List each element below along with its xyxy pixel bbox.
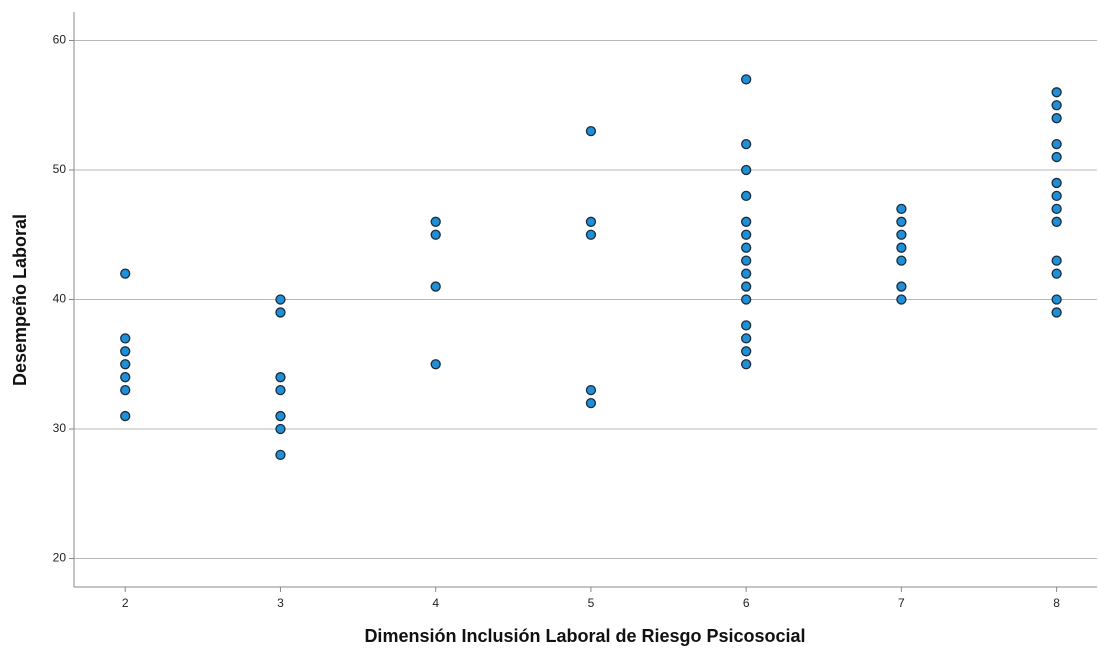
point	[896, 216, 907, 227]
point	[120, 268, 131, 279]
point	[741, 164, 752, 176]
point	[430, 229, 441, 240]
point	[585, 385, 597, 396]
point	[120, 346, 131, 357]
point	[430, 359, 441, 370]
point	[120, 372, 131, 383]
x-tick-label: 3	[277, 596, 284, 610]
point	[120, 359, 131, 370]
point	[1051, 307, 1062, 318]
point	[275, 372, 286, 383]
point	[430, 216, 441, 227]
point	[275, 423, 286, 435]
point	[1051, 87, 1062, 98]
point	[741, 255, 752, 266]
point	[585, 125, 597, 137]
x-axis-title: Dimensión Inclusión Laboral de Riesgo Ps…	[364, 626, 805, 646]
point	[585, 397, 597, 409]
point	[741, 229, 752, 240]
point	[1051, 216, 1062, 227]
point	[120, 333, 131, 344]
point	[896, 242, 907, 253]
point	[1051, 255, 1062, 266]
y-tick-label: 60	[53, 33, 67, 47]
y-tick-label: 30	[53, 421, 67, 435]
y-tick-label: 20	[53, 551, 67, 565]
point	[1051, 294, 1062, 305]
point	[1051, 138, 1062, 150]
point	[741, 333, 752, 344]
y-tick-label: 50	[53, 162, 67, 176]
x-tick-label: 5	[588, 596, 595, 610]
point	[275, 449, 286, 461]
point	[741, 294, 752, 305]
point	[1051, 100, 1062, 111]
point	[741, 346, 752, 357]
point	[1051, 190, 1062, 202]
point	[741, 138, 752, 150]
point	[896, 281, 907, 292]
point	[896, 203, 907, 214]
point	[1051, 151, 1062, 163]
point	[1051, 203, 1062, 214]
point	[741, 190, 752, 202]
x-tick-label: 8	[1053, 596, 1060, 610]
point	[120, 385, 131, 396]
point	[585, 229, 597, 240]
point	[1051, 177, 1062, 189]
point	[896, 255, 907, 266]
point	[741, 320, 752, 331]
x-tick-label: 2	[122, 596, 129, 610]
point	[1051, 113, 1062, 124]
x-tick-label: 7	[898, 596, 905, 610]
point	[275, 307, 286, 318]
point	[896, 294, 907, 305]
y-tick-label: 40	[53, 292, 67, 306]
point	[896, 229, 907, 240]
point	[275, 294, 286, 305]
point	[275, 385, 286, 396]
point	[741, 74, 752, 85]
point	[585, 216, 597, 227]
point	[741, 216, 752, 227]
point	[741, 359, 752, 370]
x-tick-label: 6	[743, 596, 750, 610]
x-tick-label: 4	[432, 596, 439, 610]
point	[741, 242, 752, 253]
point	[741, 268, 752, 279]
point	[1051, 268, 1062, 279]
point	[430, 281, 441, 292]
point	[120, 410, 131, 422]
point	[275, 410, 286, 422]
point	[741, 281, 752, 292]
y-axis-title: Desempeño Laboral	[10, 214, 30, 386]
